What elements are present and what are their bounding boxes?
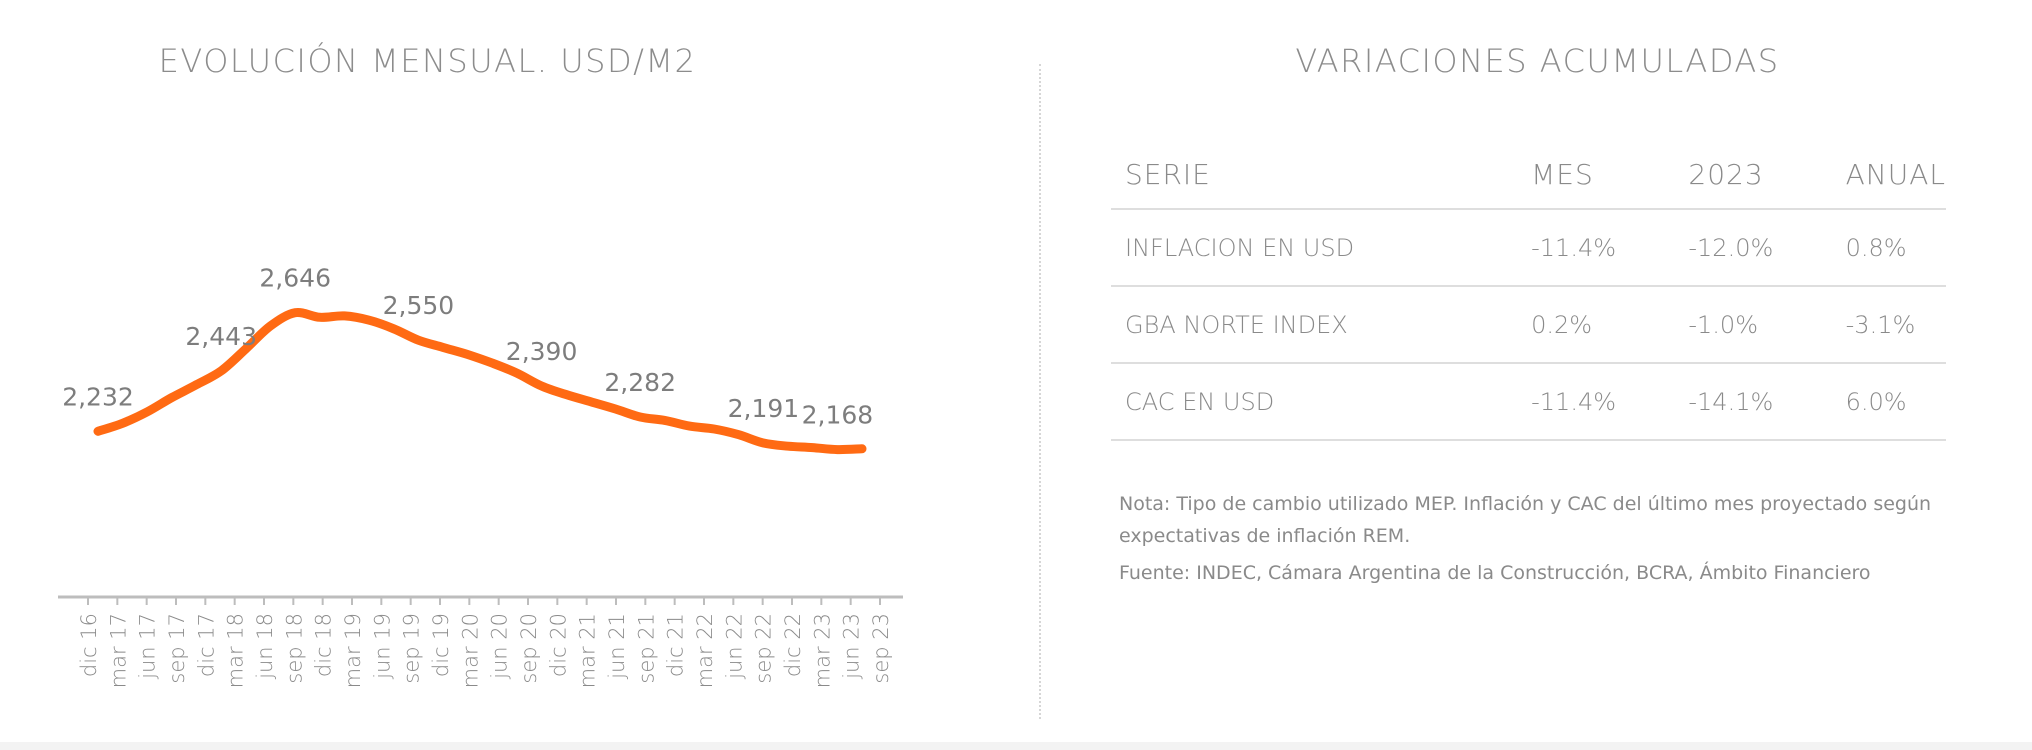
cell-mes: 0.2% [1517, 286, 1675, 364]
x-tick-label: dic 20 [546, 613, 570, 677]
x-tick-label: dic 17 [194, 613, 218, 677]
x-tick-label: sep 22 [752, 613, 776, 684]
x-tick-label: dic 18 [312, 613, 336, 677]
section-divider [1039, 64, 1041, 719]
x-axis [58, 595, 903, 605]
x-tick-label: mar 18 [224, 613, 248, 688]
note-text: Nota: Tipo de cambio utilizado MEP. Infl… [1119, 493, 1932, 547]
x-tick-label: jun 22 [722, 613, 746, 680]
x-tick-label: jun 19 [370, 613, 394, 680]
series-layer [93, 307, 867, 455]
x-tick-label: jun 20 [488, 613, 512, 680]
data-label: 2,282 [604, 368, 676, 397]
x-tick-label: dic 19 [429, 613, 453, 677]
cell-2023: -12.0% [1674, 209, 1832, 287]
variations-table: SERIE MES 2023 ANUAL INFLACION EN USD -1… [1111, 140, 1946, 441]
data-label: 2,232 [62, 382, 134, 411]
cell-anual: 6.0% [1831, 363, 1946, 441]
series-line [93, 307, 867, 455]
table-title: VARIACIONES ACUMULADAS [1295, 42, 1780, 80]
x-tick-label: sep 17 [165, 613, 189, 684]
x-tick-label: sep 19 [400, 613, 424, 684]
cell-mes: -11.4% [1517, 209, 1675, 287]
data-label: 2,168 [802, 401, 874, 430]
x-tick-label: mar 17 [106, 613, 130, 688]
header-2023: 2023 [1674, 140, 1832, 210]
cell-2023: -1.0% [1674, 286, 1832, 364]
x-tick-label: dic 21 [664, 613, 688, 677]
table-header-row: SERIE MES 2023 ANUAL [1111, 140, 1946, 210]
x-tick-label: dic 16 [77, 613, 101, 677]
notes-block: Nota: Tipo de cambio utilizado MEP. Infl… [1119, 488, 1949, 589]
x-tick-label: sep 18 [282, 613, 306, 684]
cell-anual: -3.1% [1831, 286, 1946, 364]
table-row: GBA NORTE INDEX 0.2% -1.0% -3.1% [1111, 286, 1946, 364]
data-label: 2,191 [728, 394, 800, 423]
cell-anual: 0.8% [1831, 209, 1946, 287]
x-tick-label: mar 22 [693, 613, 717, 688]
x-tick-label: mar 19 [341, 613, 365, 688]
x-tick-label: mar 21 [576, 613, 600, 688]
bottom-band [0, 742, 2032, 750]
header-anual: ANUAL [1831, 140, 1946, 210]
x-tick-label: sep 21 [634, 613, 658, 684]
table-row: INFLACION EN USD -11.4% -12.0% 0.8% [1111, 209, 1946, 287]
header-mes: MES [1517, 140, 1675, 210]
chart-title: EVOLUCIÓN MENSUAL. USD/M2 [158, 42, 697, 80]
x-tick-label: mar 20 [458, 613, 482, 688]
x-tick-label: mar 23 [810, 613, 834, 688]
x-tick-label: sep 20 [517, 613, 541, 684]
x-tick-label: sep 23 [869, 613, 893, 684]
x-tick-label: jun 23 [840, 613, 864, 680]
x-tick-label: jun 18 [253, 613, 277, 680]
data-label: 2,390 [506, 337, 578, 366]
cell-serie: GBA NORTE INDEX [1111, 286, 1518, 364]
x-tick-labels: dic 16 mar 17 jun 17 sep 17 dic 17 mar 18 jun … [77, 613, 893, 688]
x-tick-label: jun 21 [605, 613, 629, 680]
data-label: 2,550 [383, 291, 455, 320]
source-text: Fuente: INDEC, Cámara Argentina de la Co… [1119, 562, 1871, 584]
header-serie: SERIE [1111, 140, 1518, 210]
x-tick-label: jun 17 [136, 613, 160, 680]
data-label: 2,443 [185, 322, 257, 351]
cell-serie: INFLACION EN USD [1111, 209, 1518, 287]
x-tick-label: dic 22 [781, 613, 805, 677]
cell-serie: CAC EN USD [1111, 363, 1518, 441]
cell-mes: -11.4% [1517, 363, 1675, 441]
data-label: 2,646 [259, 264, 331, 293]
cell-2023: -14.1% [1674, 363, 1832, 441]
table-row: CAC EN USD -11.4% -14.1% 6.0% [1111, 363, 1946, 441]
